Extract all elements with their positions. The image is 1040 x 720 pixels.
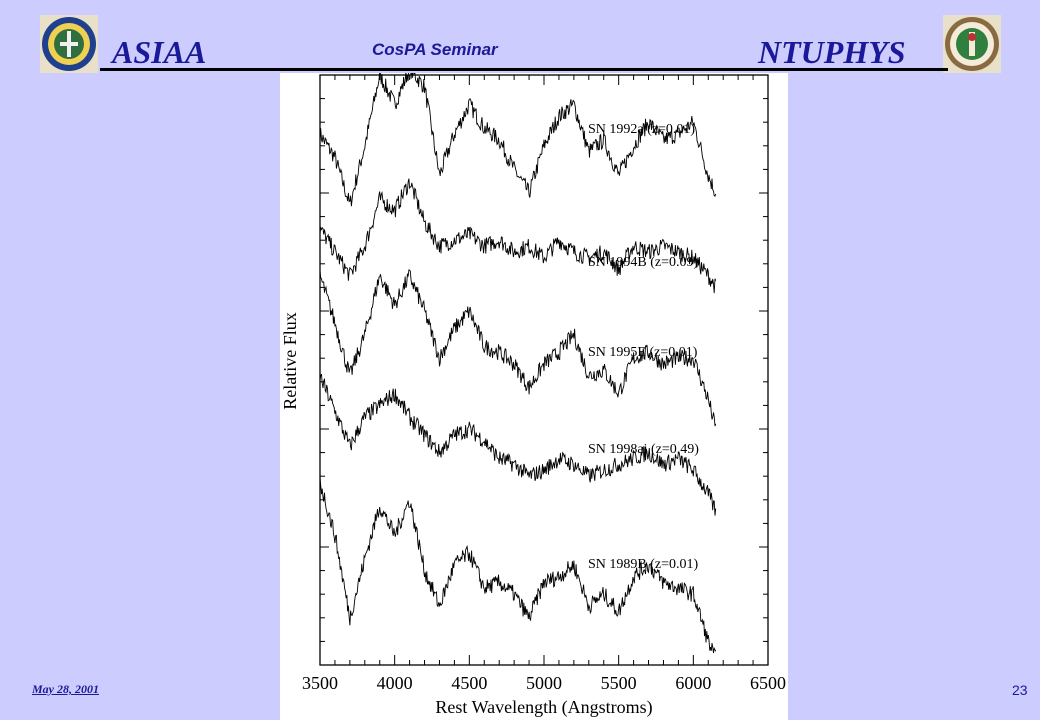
x-tick-label: 6500: [750, 673, 786, 693]
presentation-date: May 28, 2001: [32, 682, 99, 696]
spectrum-line: [319, 373, 717, 516]
ntu-seal-icon: [943, 15, 1001, 73]
header-rule: [100, 68, 948, 71]
spectrum-line: [319, 477, 717, 654]
series-label: SN 1998ai (z=0.49): [588, 442, 699, 457]
academia-sinica-seal-icon: [40, 15, 98, 73]
x-tick-label: 5500: [601, 673, 637, 693]
x-tick-label: 6000: [675, 673, 711, 693]
spectrum-line: [319, 73, 717, 207]
spectrum-line: [319, 178, 717, 294]
seminar-title: CosPA Seminar: [372, 40, 498, 59]
series-label: SN 1995E (z=0.01): [588, 345, 698, 360]
asiaa-brand: ASIAA: [112, 34, 207, 70]
x-axis-label: Rest Wavelength (Angstroms): [435, 697, 652, 718]
series-label: SN 1989B (z=0.01): [588, 557, 699, 572]
spectra-chart: 3500 4000 4500 5000 5500 6000 6500 SN 1992a (z…: [280, 73, 786, 718]
x-tick-label: 4000: [377, 673, 413, 693]
x-tick-label: 3500: [302, 673, 338, 693]
y-axis-label: Relative Flux: [280, 312, 300, 410]
x-tick-label: 5000: [526, 673, 562, 693]
spectra-figure: 3500 4000 4500 5000 5500 6000 6500 SN 1992a (z…: [280, 73, 788, 720]
ntuphys-brand: NTUPHYS: [758, 34, 906, 70]
series-label: SN 1992a (z=0.01): [588, 122, 695, 137]
spectrum-line: [319, 269, 717, 427]
x-tick-label: 4500: [451, 673, 487, 693]
series-label: SN 1994B (z=0.09): [588, 255, 699, 270]
page-number: 23: [1012, 682, 1028, 698]
